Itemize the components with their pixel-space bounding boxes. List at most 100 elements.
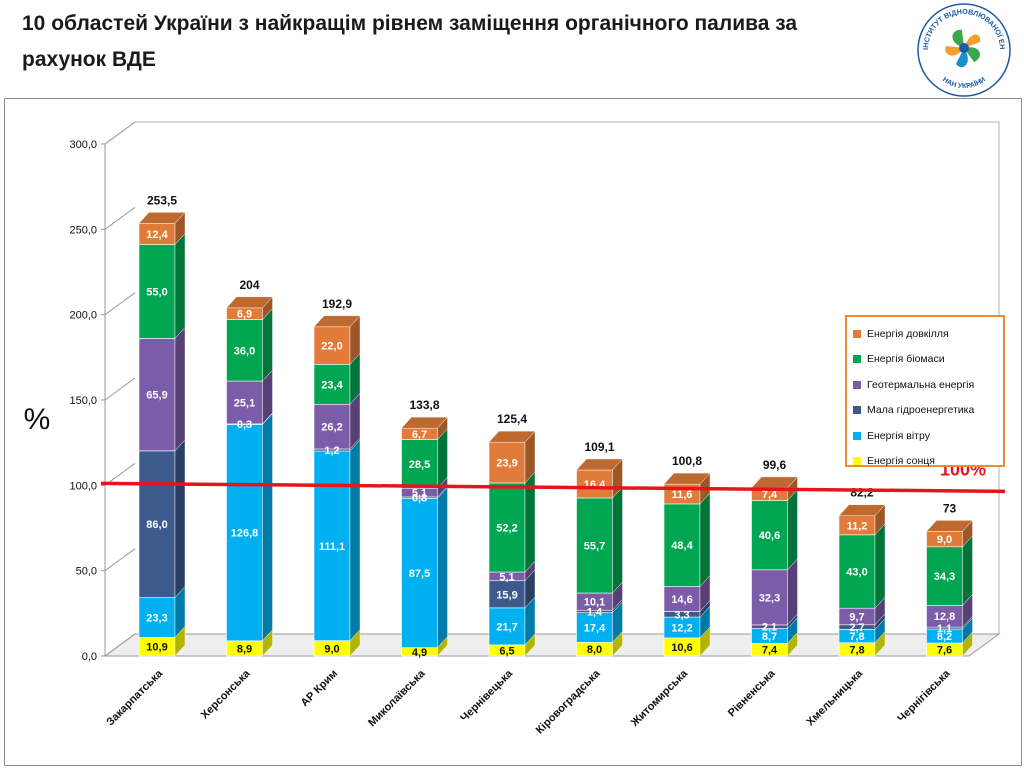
- bar-segment: [401, 498, 438, 648]
- bar-segment-label: 32,3: [759, 592, 780, 604]
- legend-item: Мала гідроенергетика: [853, 398, 997, 424]
- y-tick-label: 100,0: [69, 480, 97, 492]
- bar-stack: 9,0 111,1 1,2 26,2 23,4 22,0 192,9: [313, 297, 361, 657]
- bar-top: [488, 430, 536, 443]
- legend-item: Геотермальна енергія: [853, 372, 997, 398]
- bar-segment-side: [787, 489, 798, 571]
- bar-segment-label: 10,9: [146, 642, 167, 654]
- bar-segment-side: [699, 492, 711, 588]
- bar-segment: [663, 586, 701, 612]
- bar-segment: [751, 569, 788, 626]
- bar-segment-label: 23,9: [496, 458, 517, 470]
- bar-segment-side: [262, 412, 273, 642]
- y-tick-label: 50,0: [76, 566, 97, 578]
- bar-segment-label: 10,6: [671, 642, 692, 654]
- bar-segment-label: 43,0: [846, 567, 867, 579]
- bar-segment: [751, 500, 788, 571]
- x-tick-label: Чернівецька: [458, 667, 515, 724]
- bar-segment-label: 26,2: [321, 422, 342, 434]
- bar-segment-side: [612, 486, 623, 594]
- y-tick-label: 150,0: [69, 395, 97, 407]
- bar-segment-label: 86,0: [146, 519, 167, 531]
- chart-legend: Енергія довкілля Енергія біомаси Геотерм…: [845, 315, 1005, 467]
- legend-label: Мала гідроенергетика: [867, 404, 975, 417]
- bar-segment-label: 6,5: [499, 645, 514, 657]
- bar-segment: [138, 244, 176, 339]
- bar-segment-side: [262, 308, 273, 382]
- bar-segment-label: 12,4: [146, 229, 168, 241]
- bar-top: [313, 315, 361, 327]
- bar-total-label: 125,4: [497, 412, 527, 426]
- bar-segment-label: 21,7: [496, 621, 517, 633]
- bar-segment-label: 55,7: [584, 540, 605, 552]
- bar-stack: 10,9 23,3 86,0 65,9 55,0 12,4 253,5: [138, 193, 186, 657]
- bar-segment-label: 14,6: [671, 594, 692, 606]
- bar-segment-label: 126,8: [231, 528, 259, 540]
- bar-segment-label: 1,1: [937, 623, 952, 635]
- legend-item: Енергія сонця: [853, 449, 997, 475]
- bar-segment: [313, 364, 351, 405]
- legend-label: Енергія біомаси: [867, 353, 945, 366]
- bar-stack: 7,6 8,21,112,8 34,3 9,0 73: [926, 501, 973, 657]
- bar-total-label: 253,5: [147, 193, 177, 207]
- legend-item: Енергія довкілля: [853, 321, 997, 347]
- legend-swatch-biomass: [853, 355, 861, 364]
- bar-segment-label: 87,5: [409, 568, 430, 580]
- bar-segment-label: 52,2: [496, 522, 517, 534]
- bar-stack: 7,4 8,72,1 32,3 40,6 7,4 99,6: [751, 458, 798, 657]
- bar-segment: [488, 580, 526, 609]
- bar-segment-label: 28,5: [409, 459, 430, 471]
- bar-segment-label: 7,6: [937, 645, 952, 657]
- x-tick-label: Чернігівська: [895, 667, 953, 725]
- x-tick-label: АР Крим: [299, 668, 340, 709]
- chart-area: 0,0 50,0 100,0 150,0 200,0 250,0 300,0% 10,9 23,…: [4, 98, 1022, 766]
- bar-segment: [488, 607, 526, 646]
- bar-stack: 4,9 87,5 0,85,1 28,5 6,7 133,8: [401, 398, 448, 659]
- bar-segment: [138, 597, 176, 638]
- bar-stack: 10,6 12,23,3 14,6 48,4 11,6 100,8: [663, 454, 711, 657]
- y-gridline: [104, 292, 136, 316]
- bar-segment-label: 111,1: [319, 541, 345, 553]
- bar-segment-label: 9,0: [937, 534, 952, 546]
- bar-segment-label: 25,1: [234, 397, 255, 409]
- bar-segment-label: 6,9: [237, 309, 252, 321]
- y-gridline: [104, 206, 136, 230]
- bar-segment-label: 40,6: [759, 530, 780, 542]
- bar-top: [663, 472, 711, 485]
- bar-total-label: 99,6: [763, 458, 787, 472]
- bar-segment-label: 11,2: [847, 520, 868, 532]
- legend-label: Енергія вітру: [867, 429, 930, 442]
- bar-segment-side: [174, 233, 186, 339]
- y-gridline: [104, 633, 136, 657]
- bar-stack: 7,87,82,79,743,011,282,2: [838, 486, 886, 657]
- bar-segment-label: 17,4: [584, 622, 606, 634]
- bar-segment-label: 22,0: [321, 341, 342, 353]
- bar-stack: 8,9 126,8 0,3 25,1 36,0 6,9 204: [226, 278, 273, 657]
- bar-segment-label: 1,4: [587, 606, 603, 618]
- bar-segment-label: 0,3: [237, 419, 252, 431]
- bar-total-label: 204: [239, 278, 259, 292]
- bar-segment: [313, 403, 351, 450]
- y-tick-label: 300,0: [69, 139, 97, 151]
- x-tick-label: Херсонська: [199, 667, 253, 721]
- bar-segment-label: 8,2: [937, 631, 952, 643]
- bar-total-label: 82,2: [850, 486, 874, 500]
- institute-logo: ІНСТИТУТ ВІДНОВЛЮВАНОЇ ЕНЕРГЕТИКИ НАН УК…: [916, 2, 1011, 97]
- legend-swatch-wind: [853, 431, 861, 440]
- bar-segment: [576, 469, 613, 499]
- bar-segment-label: 0,8: [412, 493, 427, 505]
- bar-segment-label: 5,1: [499, 571, 514, 583]
- stacked-bar-chart: 0,0 50,0 100,0 150,0 200,0 250,0 300,0% 10,9 23,…: [24, 121, 1006, 736]
- y-axis-label: %: [24, 403, 51, 436]
- bar-segment-label: 34,3: [934, 571, 955, 583]
- x-tick-label: Кіровоградська: [534, 667, 603, 736]
- bar-segment-label: 2,1: [762, 622, 777, 634]
- y-gridline: [104, 121, 136, 145]
- bar-segment-label: 55,0: [146, 286, 167, 298]
- bar-top: [138, 212, 186, 224]
- bar-segment: [138, 338, 176, 452]
- x-tick-label: Рівненська: [726, 667, 778, 719]
- bar-segment-label: 23,3: [146, 613, 167, 625]
- bar-top: [576, 458, 623, 471]
